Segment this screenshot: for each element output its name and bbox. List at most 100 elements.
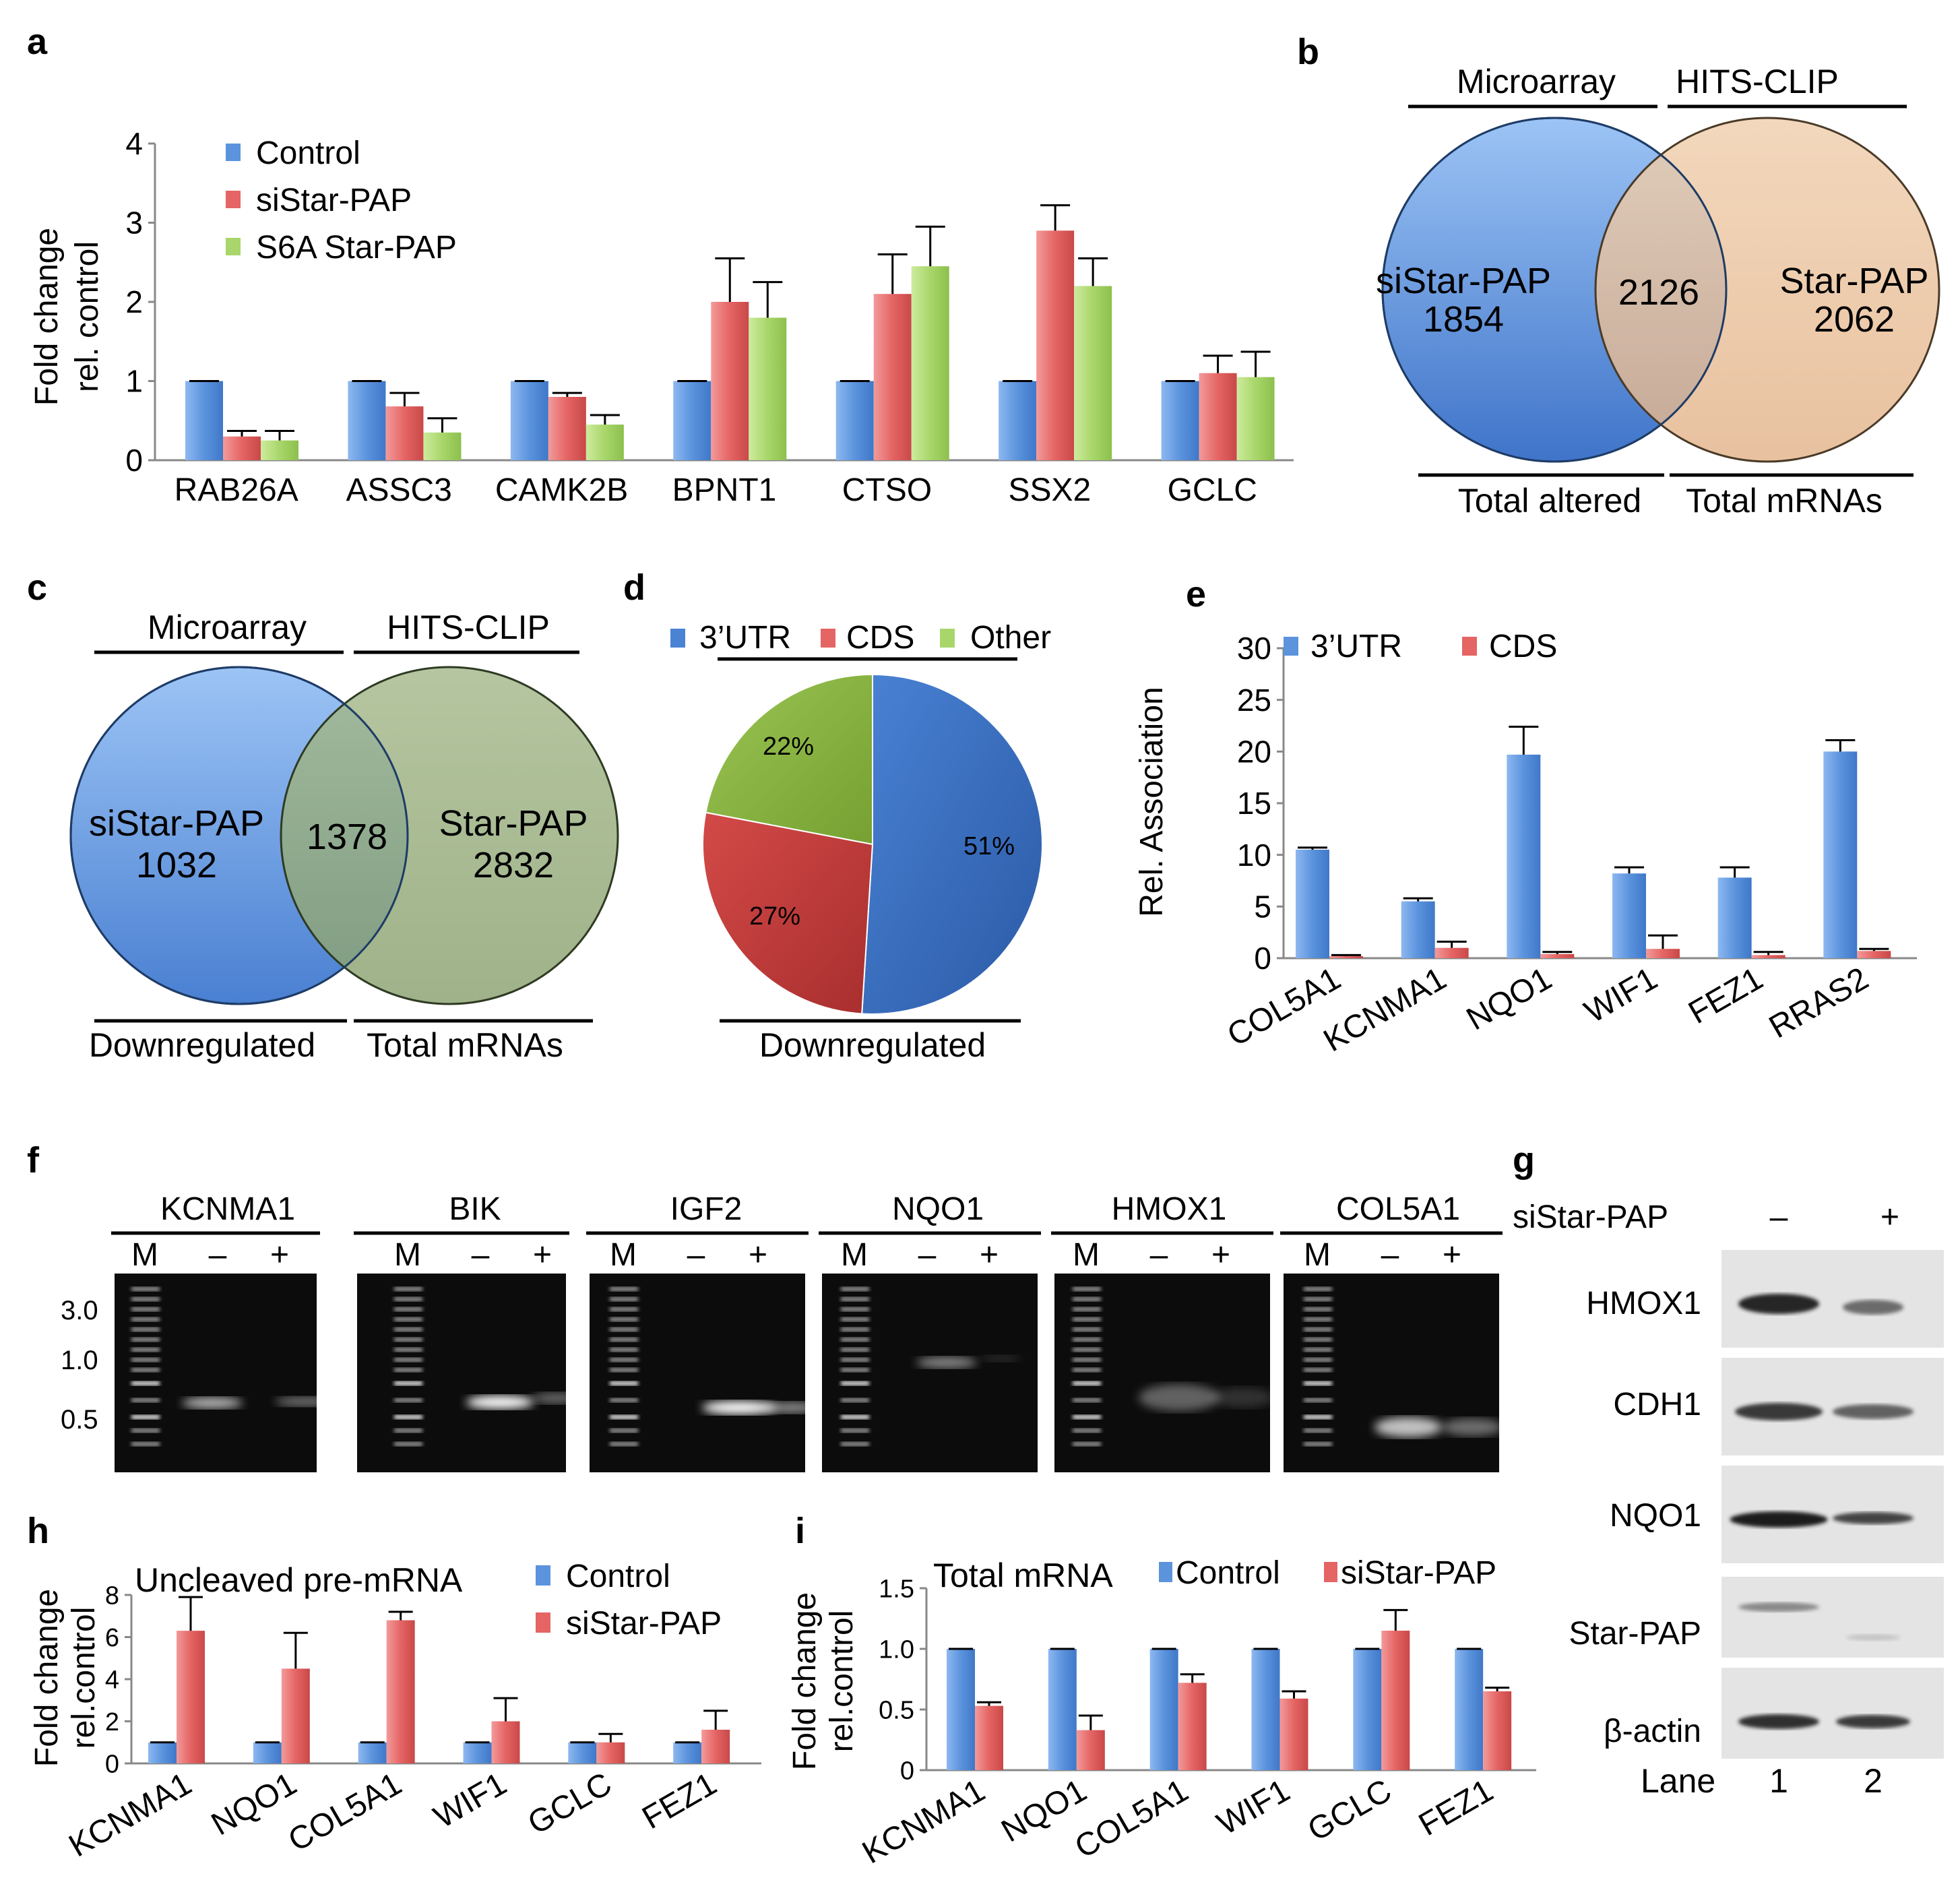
gel-ladder-band bbox=[610, 1381, 638, 1385]
x-tick-label: GCLC bbox=[522, 1766, 618, 1842]
legend-label-sistar: siStar-PAP bbox=[256, 183, 412, 218]
venn-c-top-left-label: Microarray bbox=[148, 608, 307, 646]
legend-e-swatch-cds bbox=[1462, 637, 1477, 656]
gel-ladder-band bbox=[131, 1358, 160, 1362]
x-tick-label: RAB26A bbox=[175, 472, 298, 508]
chart-i-title: Total mRNA bbox=[933, 1557, 1113, 1594]
bar-control bbox=[1251, 1649, 1280, 1770]
gel-ladder-band bbox=[1304, 1307, 1332, 1311]
venn-b-overlap-count: 2126 bbox=[1618, 272, 1699, 313]
legend-i: Control siStar-PAP bbox=[1159, 1555, 1496, 1591]
gel-ladder-band bbox=[1073, 1415, 1101, 1419]
x-tick-label: KCNMA1 bbox=[63, 1766, 198, 1864]
bar-s6a-star-pap bbox=[911, 266, 949, 460]
panel-letter-i: i bbox=[795, 1511, 805, 1551]
bar-control bbox=[1149, 1649, 1178, 1770]
gel-ladder-band bbox=[841, 1442, 869, 1446]
venn-c-right-circle bbox=[280, 666, 619, 1005]
gel-lane-plus-label: + bbox=[533, 1237, 552, 1273]
bar-control bbox=[185, 381, 223, 460]
gel-ladder-band bbox=[1073, 1307, 1101, 1311]
bar-sistar-pap bbox=[281, 1668, 310, 1763]
gel-size-3.0: 3.0 bbox=[61, 1296, 98, 1325]
pie-slices: 51% 27% 22% bbox=[702, 673, 1043, 1015]
panel-letter-h: h bbox=[27, 1511, 49, 1551]
gel-sample-band bbox=[1213, 1387, 1273, 1408]
gel-ladder-band bbox=[131, 1317, 160, 1321]
gel-lane-plus-label: + bbox=[270, 1237, 289, 1273]
gel-ladder-band bbox=[1304, 1381, 1332, 1385]
blot-row-label-2: CDH1 bbox=[1613, 1387, 1701, 1422]
gel-ladder-band bbox=[610, 1307, 638, 1311]
x-tick-label: BPNT1 bbox=[672, 472, 777, 508]
legend-swatch-s6a bbox=[226, 238, 241, 255]
gel-size-1.0: 1.0 bbox=[61, 1346, 98, 1375]
gel-ladder-band bbox=[610, 1429, 638, 1433]
gel-ladder-band bbox=[131, 1287, 160, 1291]
gel-sample-band bbox=[532, 1393, 579, 1404]
venn-c-left-circle-outline bbox=[69, 666, 409, 1005]
blot-lane-1: 1 bbox=[1769, 1762, 1788, 1800]
gel-ladder-band bbox=[1304, 1398, 1332, 1402]
gel-image-igf2 bbox=[590, 1274, 805, 1472]
gel-ladder-band bbox=[841, 1381, 869, 1385]
gel-image-hmox1 bbox=[1054, 1274, 1270, 1472]
gel-size-0.5: 0.5 bbox=[61, 1405, 98, 1435]
y-tick-label: 10 bbox=[1237, 838, 1271, 873]
gel-ladder-band bbox=[131, 1442, 160, 1446]
gel-ladder-band bbox=[394, 1381, 422, 1385]
blot-strip-4 bbox=[1721, 1577, 1944, 1658]
x-tick-label: WIF1 bbox=[1579, 961, 1664, 1030]
gel-ladder-band bbox=[394, 1398, 422, 1402]
venn-c-left-name: siStar-PAP bbox=[89, 803, 264, 844]
y-tick-label: 3 bbox=[125, 206, 143, 241]
gel-lane-plus-label: + bbox=[1211, 1237, 1230, 1273]
bar-sistar-pap bbox=[1199, 373, 1237, 460]
bar-s6a-star-pap bbox=[749, 317, 787, 460]
bar-sistar-pap bbox=[1036, 230, 1075, 460]
gel-sample-band bbox=[1442, 1418, 1503, 1436]
gel-ladder-band bbox=[131, 1297, 160, 1301]
venn-b-right-name: Star-PAP bbox=[1779, 261, 1928, 301]
x-tick-label: COL5A1 bbox=[282, 1766, 408, 1859]
gel-ladder-band bbox=[131, 1415, 160, 1419]
gel-marker-label: M bbox=[1304, 1237, 1331, 1273]
blot-row-label-4: Star-PAP bbox=[1569, 1616, 1702, 1652]
bar-sistar-pap bbox=[223, 436, 261, 460]
gel-ladder-band bbox=[841, 1338, 869, 1342]
venn-c-left-count: 1032 bbox=[136, 845, 217, 885]
gel-ladder-band bbox=[610, 1358, 638, 1362]
gel-marker-label: M bbox=[841, 1237, 868, 1273]
x-tick-label: FEZ1 bbox=[1413, 1773, 1499, 1844]
gel-ladder-band bbox=[841, 1327, 869, 1331]
gel-ladder-band bbox=[841, 1358, 869, 1362]
gel-sample-band bbox=[275, 1397, 336, 1406]
panel-letter-g: g bbox=[1513, 1140, 1535, 1181]
x-tick-label: CTSO bbox=[842, 472, 932, 508]
gel-marker-label: M bbox=[394, 1237, 421, 1273]
bar-sistar-pap bbox=[386, 1620, 415, 1763]
gel-ladder-band bbox=[394, 1307, 422, 1311]
bar-control bbox=[568, 1742, 597, 1763]
gel-sample-band bbox=[702, 1401, 776, 1414]
blot-strip-5 bbox=[1721, 1668, 1944, 1759]
x-tick-label: FEZ1 bbox=[1682, 961, 1769, 1032]
panel-letter-a: a bbox=[27, 22, 48, 62]
gel-ladder-band bbox=[1304, 1358, 1332, 1362]
gel-ladder-band bbox=[131, 1327, 160, 1331]
gel-ladder-band bbox=[610, 1317, 638, 1321]
blot-band bbox=[1836, 1715, 1910, 1728]
bar-3-utr bbox=[1717, 877, 1752, 958]
bar-3-utr bbox=[1296, 850, 1329, 958]
bar-sistar-pap bbox=[975, 1705, 1003, 1770]
bar-cds bbox=[1751, 955, 1785, 958]
bar-sistar-pap bbox=[711, 302, 749, 460]
gel-marker-label: M bbox=[1073, 1237, 1100, 1273]
bar-control bbox=[348, 381, 386, 460]
gel-ladder-band bbox=[841, 1429, 869, 1433]
y-tick-label: 0 bbox=[900, 1757, 914, 1785]
gel-ladder-band bbox=[1073, 1398, 1101, 1402]
pie-footer-label: Downregulated bbox=[759, 1026, 986, 1064]
blot-lane1-sign: – bbox=[1770, 1199, 1788, 1235]
